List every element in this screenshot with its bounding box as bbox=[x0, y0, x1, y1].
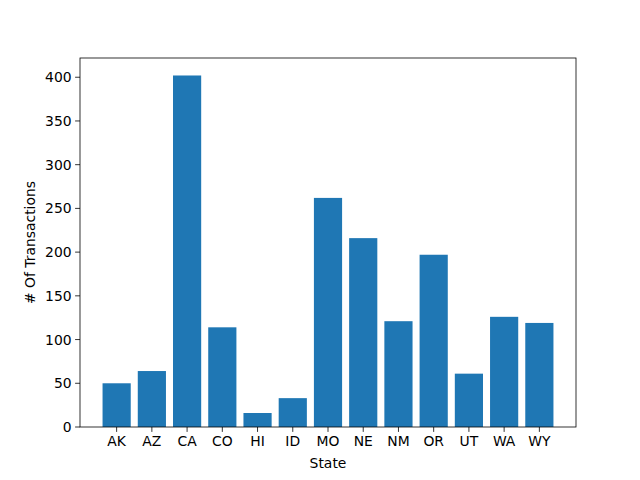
y-axis-label: # Of Transactions bbox=[22, 181, 38, 304]
x-tick-label: UT bbox=[460, 433, 479, 449]
y-tick-label: 300 bbox=[45, 157, 72, 173]
x-tick-label: NM bbox=[387, 433, 409, 449]
bar bbox=[349, 238, 377, 427]
x-tick bbox=[257, 427, 258, 432]
y-tick-label: 200 bbox=[45, 244, 72, 260]
x-tick bbox=[292, 427, 293, 432]
x-tick-label: WA bbox=[493, 433, 516, 449]
x-tick bbox=[504, 427, 505, 432]
x-tick bbox=[539, 427, 540, 432]
bar bbox=[384, 321, 412, 427]
x-tick bbox=[398, 427, 399, 432]
y-tick bbox=[75, 339, 80, 340]
y-tick-label: 150 bbox=[45, 288, 72, 304]
x-tick bbox=[433, 427, 434, 432]
x-tick-label: AZ bbox=[142, 433, 161, 449]
bar bbox=[525, 323, 553, 427]
y-tick bbox=[75, 427, 80, 428]
x-tick bbox=[187, 427, 188, 432]
x-tick-label: MO bbox=[317, 433, 340, 449]
y-tick bbox=[75, 383, 80, 384]
bar bbox=[243, 413, 271, 427]
x-tick-label: CA bbox=[177, 433, 197, 449]
x-tick-label: OR bbox=[423, 433, 444, 449]
bar bbox=[314, 198, 342, 427]
bar bbox=[208, 327, 236, 427]
y-tick-label: 100 bbox=[45, 332, 72, 348]
x-tick-label: AK bbox=[107, 433, 127, 449]
chart: 0 50 100 150 200 250 300 350 400 AK AZ CA CO HI ID MO NE… bbox=[0, 0, 640, 480]
bar bbox=[490, 317, 518, 427]
y-tick-label: 50 bbox=[54, 375, 72, 391]
y-tick-label: 400 bbox=[45, 69, 72, 85]
x-tick bbox=[468, 427, 469, 432]
x-tick bbox=[222, 427, 223, 432]
bar bbox=[138, 371, 166, 427]
y-tick-label: 0 bbox=[63, 419, 72, 435]
axes-frame bbox=[80, 58, 576, 427]
y-tick-label: 250 bbox=[45, 200, 72, 216]
y-tick bbox=[75, 295, 80, 296]
y-tick-label: 350 bbox=[45, 113, 72, 129]
bar bbox=[279, 398, 307, 427]
x-tick-label: WY bbox=[528, 433, 551, 449]
y-tick bbox=[75, 77, 80, 78]
background bbox=[0, 0, 640, 480]
x-tick bbox=[363, 427, 364, 432]
y-tick bbox=[75, 120, 80, 121]
x-axis-label: State bbox=[310, 455, 347, 471]
bars bbox=[103, 75, 554, 427]
x-tick-label: ID bbox=[285, 433, 300, 449]
x-tick-label: CO bbox=[212, 433, 233, 449]
bar bbox=[420, 255, 448, 427]
x-tick-label: HI bbox=[250, 433, 265, 449]
x-tick bbox=[151, 427, 152, 432]
y-tick bbox=[75, 164, 80, 165]
bar bbox=[455, 374, 483, 427]
x-tick bbox=[116, 427, 117, 432]
x-tick-label: NE bbox=[354, 433, 373, 449]
bar bbox=[103, 383, 131, 427]
x-tick bbox=[328, 427, 329, 432]
y-tick bbox=[75, 208, 80, 209]
bar bbox=[173, 75, 201, 427]
y-tick bbox=[75, 252, 80, 253]
